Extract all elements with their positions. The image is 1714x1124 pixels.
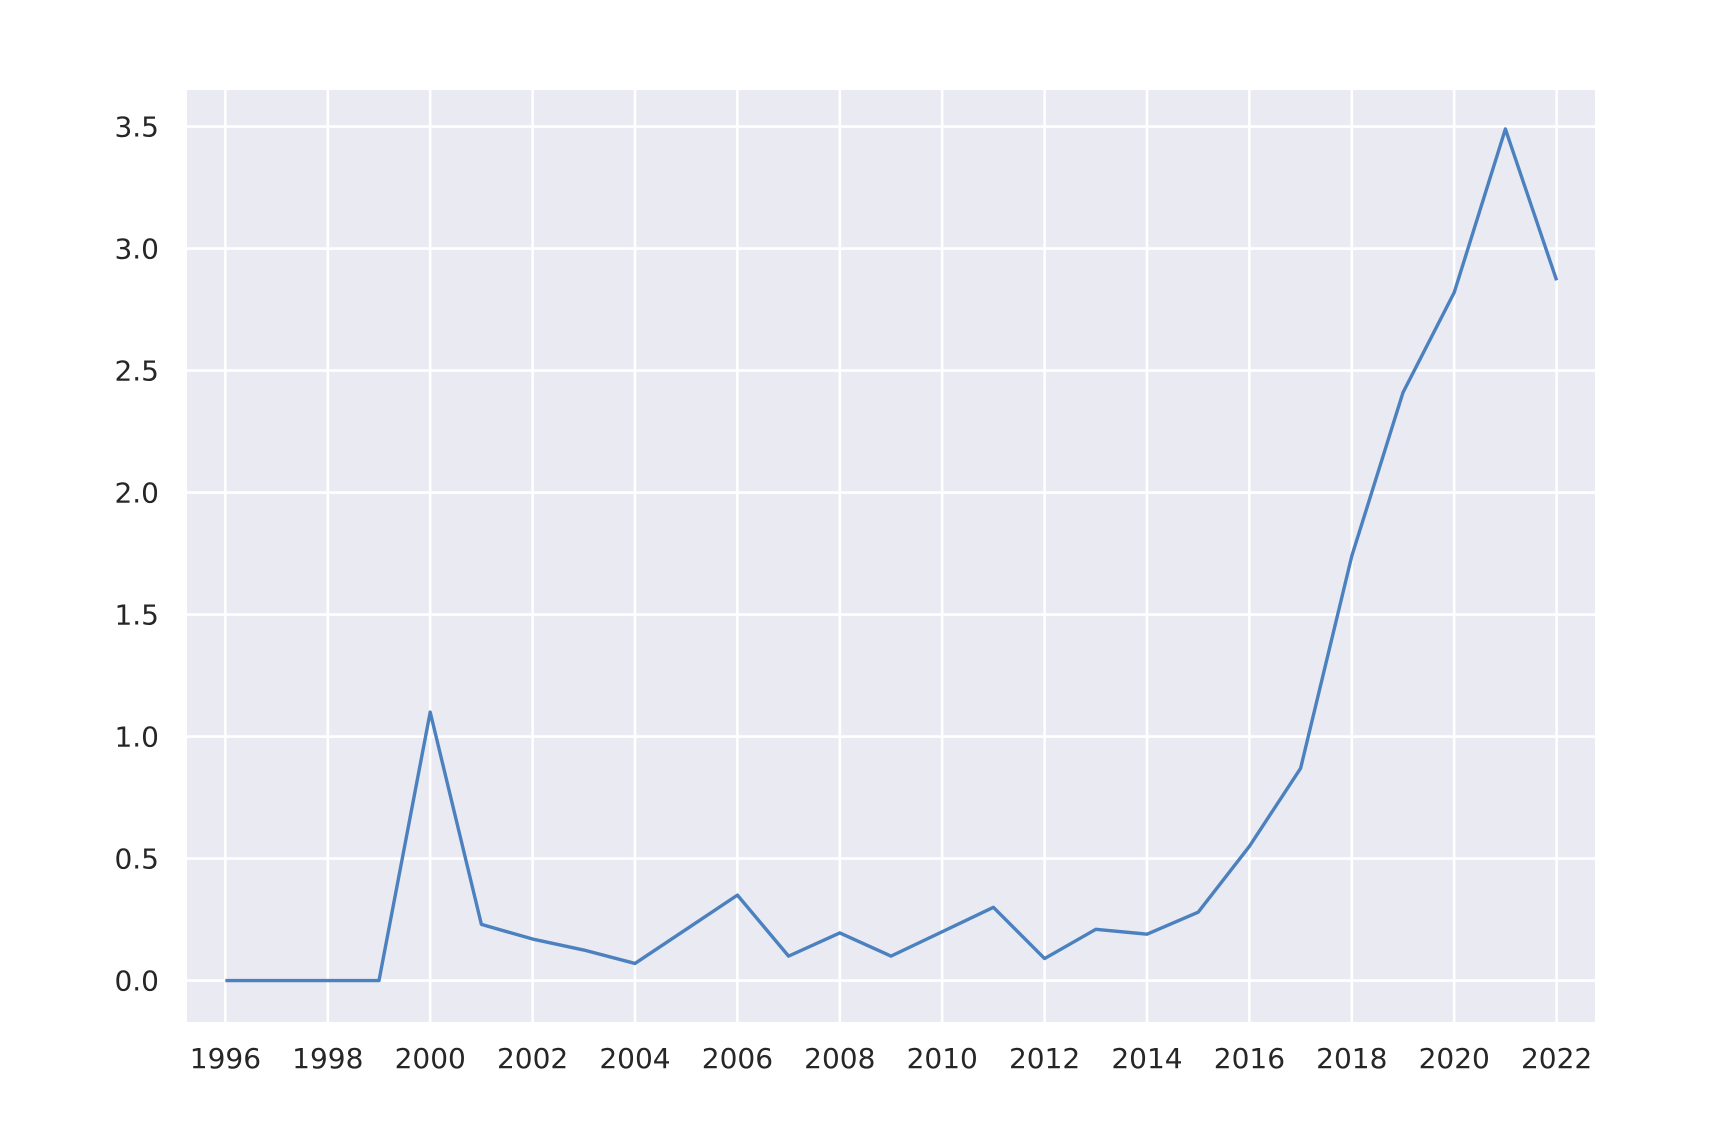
data-point <box>1043 957 1047 961</box>
x-tick-label: 2022 <box>1521 1042 1592 1075</box>
x-tick-label: 2010 <box>907 1042 978 1075</box>
y-tick-label: 2.5 <box>114 355 159 388</box>
x-tick-label: 2012 <box>1009 1042 1080 1075</box>
series-line <box>225 127 1559 983</box>
x-tick-label: 2016 <box>1214 1042 1285 1075</box>
data-point <box>1350 554 1354 558</box>
data-point <box>1196 910 1200 914</box>
data-point <box>1247 844 1251 848</box>
y-tick-label: 0.0 <box>114 965 159 998</box>
y-tick-label: 3.5 <box>114 111 159 144</box>
data-point <box>1452 291 1456 295</box>
data-point <box>1555 278 1559 282</box>
x-tick-label: 1998 <box>292 1042 363 1075</box>
data-point <box>1503 127 1507 131</box>
x-tick-label: 2008 <box>804 1042 875 1075</box>
x-axis-ticks: 1996 1998 2000 2002 2004 2006 2008 2010 2012 2014… <box>190 1042 1592 1075</box>
data-point <box>223 979 227 983</box>
x-tick-label: 2014 <box>1111 1042 1182 1075</box>
data-point <box>838 931 842 935</box>
data-point <box>479 922 483 926</box>
x-tick-label: 2002 <box>497 1042 568 1075</box>
data-point <box>633 961 637 965</box>
grid-lines <box>187 90 1595 1022</box>
data-point <box>889 954 893 958</box>
data-point <box>377 979 381 983</box>
y-tick-label: 1.0 <box>114 721 159 754</box>
y-tick-label: 0.5 <box>114 843 159 876</box>
data-point <box>787 954 791 958</box>
plot-area <box>187 90 1595 1022</box>
y-tick-label: 2.0 <box>114 477 159 510</box>
data-point <box>684 927 688 931</box>
data-point <box>735 893 739 897</box>
x-tick-label: 2004 <box>599 1042 670 1075</box>
y-axis-ticks: 0.0 0.5 1.0 1.5 2.0 2.5 3.0 3.5 <box>114 111 159 998</box>
data-point <box>991 905 995 909</box>
data-point <box>326 979 330 983</box>
x-tick-label: 2020 <box>1419 1042 1490 1075</box>
y-tick-label: 1.5 <box>114 599 159 632</box>
data-point <box>940 930 944 934</box>
data-point <box>582 948 586 952</box>
data-point <box>428 710 432 714</box>
x-tick-label: 2018 <box>1316 1042 1387 1075</box>
data-point <box>531 937 535 941</box>
x-tick-label: 2000 <box>395 1042 466 1075</box>
y-tick-label: 3.0 <box>114 233 159 266</box>
data-point <box>1145 932 1149 936</box>
data-point <box>1094 927 1098 931</box>
data-point <box>275 979 279 983</box>
series-layer <box>223 127 1559 983</box>
data-point <box>1401 391 1405 395</box>
data-point <box>1299 766 1303 770</box>
x-tick-label: 1996 <box>190 1042 261 1075</box>
x-tick-label: 2006 <box>702 1042 773 1075</box>
